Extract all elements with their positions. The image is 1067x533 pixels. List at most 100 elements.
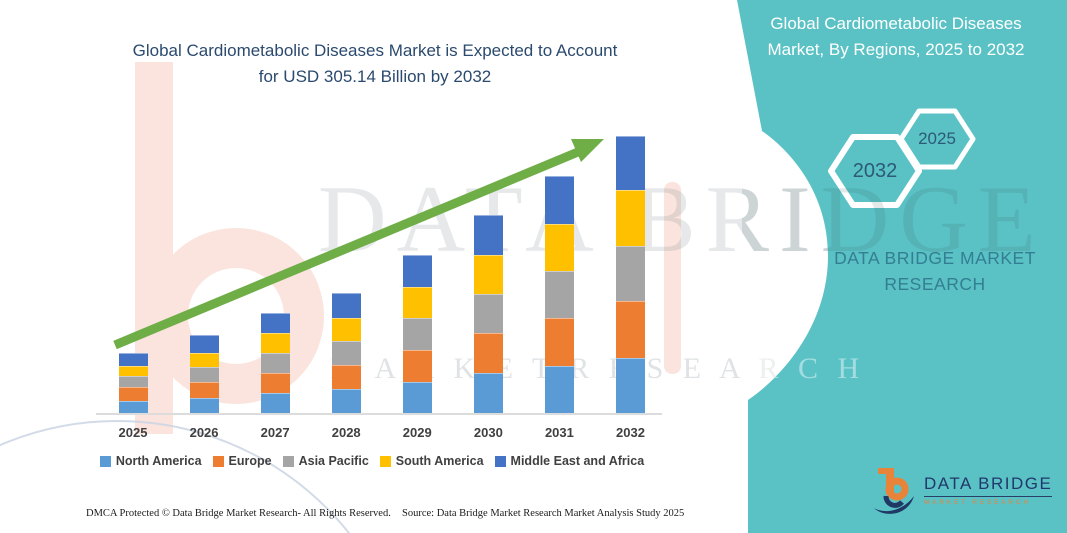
bar-segment-2032-europe [615,301,645,358]
bar-segment-2031-europe [544,318,574,366]
footer-source: Source: Data Bridge Market Research Mark… [402,508,685,519]
bar-segment-2027-middle-east-and-africa [260,313,290,333]
dbmr-logo-mark-icon [874,468,914,514]
category-label-2028: 2028 [331,425,361,440]
bar-segment-2027-south-america [260,333,290,353]
category-label-2030: 2030 [473,425,503,440]
dbmr-logo: DATA BRIDGE MARKET RESEARCH [872,464,1053,516]
legend-item-north-america: North America [99,454,202,468]
category-label-2027: 2027 [260,425,290,440]
brand-text-line2: RESEARCH [884,274,986,295]
bar-segment-2026-asia-pacific [189,367,219,382]
bar-segment-2026-middle-east-and-africa [189,335,219,353]
legend-label: Middle East and Africa [510,454,645,468]
bar-segment-2029-north-america [402,382,432,413]
bar-segment-2026-north-america [189,398,219,413]
legend-item-asia-pacific: Asia Pacific [282,454,369,468]
side-panel-title-line2: Market, By Regions, 2025 to 2032 [767,40,1025,60]
bar-segment-2032-south-america [615,190,645,246]
hexagon-2032 [828,134,922,208]
bar-segment-2032-north-america [615,358,645,413]
bar-segment-2027-asia-pacific [260,353,290,373]
dbmr-logo-title: DATA BRIDGE [924,474,1053,497]
legend-swatch [494,455,506,467]
bar-segment-2031-asia-pacific [544,271,574,318]
chart-title-line2: for USD 305.14 Billion by 2032 [258,67,492,87]
category-label-2029: 2029 [402,425,432,440]
bar-column-2029 [402,255,432,413]
bar-segment-2026-south-america [189,353,219,367]
bar-segment-2030-europe [473,333,503,373]
bar-segment-2028-north-america [331,389,361,413]
hexagon-2032-label: 2032 [852,160,898,182]
bar-segment-2026-europe [189,382,219,398]
x-axis-line [96,413,662,415]
legend-item-europe: Europe [212,454,272,468]
bar-segment-2028-asia-pacific [331,341,361,365]
legend-label: Europe [228,454,272,468]
legend-item-south-america: South America [379,454,484,468]
category-label-2026: 2026 [189,425,219,440]
footer-dmca: DMCA Protected © Data Bridge Market Rese… [86,508,391,519]
category-label-2025: 2025 [118,425,148,440]
bar-segment-2028-europe [331,365,361,389]
legend-swatch [212,455,224,467]
bar-segment-2032-middle-east-and-africa [615,136,645,190]
dbmr-logo-text: DATA BRIDGE MARKET RESEARCH [924,474,1053,506]
category-label-2031: 2031 [544,425,574,440]
bar-column-2027 [260,313,290,413]
bar-column-2026 [189,335,219,413]
legend-swatch [379,455,391,467]
bar-segment-2025-south-america [118,366,148,376]
bar-segment-2028-south-america [331,318,361,341]
legend-swatch [99,455,111,467]
bar-column-2030 [473,215,503,413]
watermark-databridge-text: DATA BRIDGE [318,166,1046,272]
bar-column-2028 [331,293,361,413]
legend-item-middle-east-and-africa: Middle East and Africa [494,454,645,468]
bar-segment-2032-asia-pacific [615,246,645,301]
bar-segment-2029-asia-pacific [402,318,432,350]
chart-title: Global Cardiometabolic Diseases Market i… [90,38,660,91]
brand-text: DATA BRIDGE MARKET RESEARCH [818,245,1052,298]
bar-column-2025 [118,353,148,413]
bar-segment-2030-middle-east-and-africa [473,215,503,255]
bar-segment-2031-north-america [544,366,574,413]
bar-segment-2030-north-america [473,373,503,413]
trend-arrow [113,139,604,350]
watermark-market-research-text: M A R K E T R E S E A R C H [330,352,866,385]
dbmr-logo-subtitle: MARKET RESEARCH [924,499,1031,506]
side-panel-title: Global Cardiometabolic Diseases Market, … [745,11,1047,64]
bar-segment-2027-north-america [260,393,290,413]
bar-segment-2027-europe [260,373,290,393]
teal-panel-shape [737,0,1067,533]
bar-segment-2025-middle-east-and-africa [118,353,148,366]
bar-segment-2029-south-america [402,287,432,318]
legend-swatch [282,455,294,467]
bar-segment-2030-asia-pacific [473,294,503,333]
side-panel-title-line1: Global Cardiometabolic Diseases [770,14,1022,33]
legend-label: North America [115,454,202,468]
bar-column-2031 [544,176,574,413]
bar-segment-2031-south-america [544,224,574,271]
chart-title-line1: Global Cardiometabolic Diseases Market i… [132,41,618,60]
bar-segment-2025-europe [118,387,148,401]
bar-segment-2030-south-america [473,255,503,294]
bar-segment-2029-europe [402,350,432,382]
bar-segment-2031-middle-east-and-africa [544,176,574,224]
legend: North America Europe Asia Pacific South Ame… [62,454,682,468]
bar-segment-2025-asia-pacific [118,376,148,387]
legend-label: Asia Pacific [298,454,369,468]
hexagon-2025-label: 2025 [918,129,956,148]
bar-segment-2029-middle-east-and-africa [402,255,432,287]
legend-label: South America [395,454,484,468]
category-label-2032: 2032 [616,425,645,440]
bar-column-2032 [615,136,645,413]
pink-watermark-stripe [664,182,681,374]
bar-segment-2025-north-america [118,401,148,413]
brand-text-line1: DATA BRIDGE MARKET [834,248,1036,268]
bar-segment-2028-middle-east-and-africa [331,293,361,318]
